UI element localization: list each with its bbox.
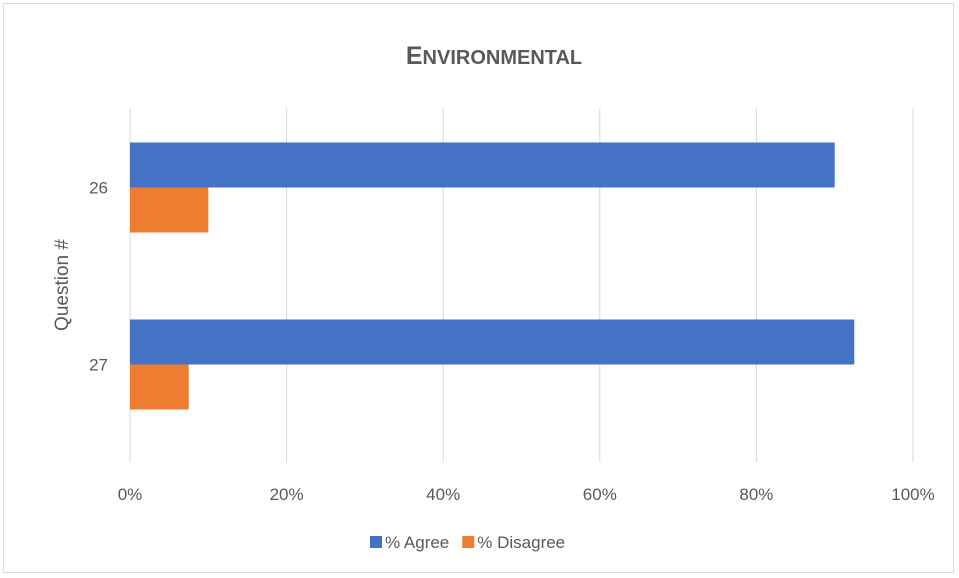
x-tick-label: 0%	[118, 485, 143, 504]
bar-agree-q27	[130, 319, 855, 365]
y-tick-label: 26	[89, 179, 108, 198]
y-tick-labels: 26 27	[89, 179, 108, 375]
legend-label: % Agree	[385, 533, 449, 552]
chart-title: ENVIRONMENTAL	[406, 42, 582, 70]
legend-swatch	[462, 536, 475, 548]
chart-frame	[3, 3, 954, 573]
x-tick-label: 60%	[583, 485, 617, 504]
bar-disagree-q26	[130, 187, 209, 233]
x-tick-label: 100%	[891, 485, 934, 504]
legend: % Agree % Disagree	[370, 533, 565, 552]
y-tick-label: 27	[89, 356, 108, 375]
legend-label: % Disagree	[477, 533, 565, 552]
legend-swatch	[370, 536, 382, 548]
y-axis-title: Question #	[52, 239, 73, 331]
bars	[130, 142, 855, 410]
x-tick-label: 20%	[270, 485, 304, 504]
bar-agree-q26	[130, 142, 835, 188]
x-tick-label: 40%	[426, 485, 460, 504]
x-tick-labels: 0% 20% 40% 60% 80% 100%	[118, 485, 935, 504]
bar-disagree-q27	[130, 364, 189, 410]
x-tick-label: 80%	[739, 485, 773, 504]
